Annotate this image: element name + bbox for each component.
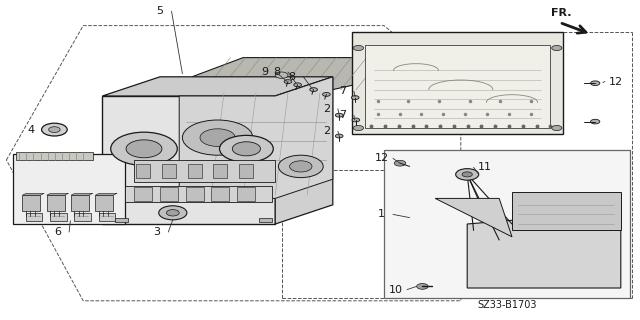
Circle shape xyxy=(394,160,406,166)
Circle shape xyxy=(462,172,472,177)
Text: 6: 6 xyxy=(54,227,61,237)
Text: FR.: FR. xyxy=(551,8,572,18)
Text: 12: 12 xyxy=(374,153,388,164)
Circle shape xyxy=(200,129,236,147)
Circle shape xyxy=(278,155,323,178)
Polygon shape xyxy=(47,193,68,195)
Bar xyxy=(162,164,176,178)
Text: 11: 11 xyxy=(478,162,492,172)
Circle shape xyxy=(323,92,330,96)
Bar xyxy=(134,187,152,201)
Polygon shape xyxy=(192,58,390,90)
Circle shape xyxy=(352,118,360,122)
Circle shape xyxy=(166,210,179,216)
Bar xyxy=(99,213,115,221)
Bar xyxy=(211,187,229,201)
Circle shape xyxy=(284,80,292,84)
Text: 2: 2 xyxy=(323,126,330,136)
Circle shape xyxy=(126,140,162,158)
Circle shape xyxy=(111,132,177,165)
Circle shape xyxy=(159,206,187,220)
Circle shape xyxy=(591,81,600,85)
Bar xyxy=(13,154,125,224)
Bar xyxy=(74,213,91,221)
Bar xyxy=(259,218,272,222)
Text: 9: 9 xyxy=(260,67,268,77)
Bar xyxy=(213,164,227,178)
Circle shape xyxy=(42,123,67,136)
Circle shape xyxy=(552,125,562,131)
Circle shape xyxy=(182,120,253,155)
Bar xyxy=(16,152,93,160)
Bar xyxy=(186,187,204,201)
Bar xyxy=(136,164,150,178)
Circle shape xyxy=(456,169,479,180)
Polygon shape xyxy=(71,193,93,195)
Polygon shape xyxy=(102,96,275,224)
Text: 4: 4 xyxy=(27,124,35,135)
Bar xyxy=(26,213,42,221)
Circle shape xyxy=(232,142,260,156)
Circle shape xyxy=(289,161,312,172)
Bar xyxy=(47,195,65,211)
Circle shape xyxy=(417,284,428,289)
Bar xyxy=(115,218,128,222)
Circle shape xyxy=(220,135,273,162)
Circle shape xyxy=(591,119,600,124)
Text: 8: 8 xyxy=(273,67,280,77)
Bar xyxy=(188,164,202,178)
Polygon shape xyxy=(95,193,117,195)
Circle shape xyxy=(335,113,343,117)
Bar xyxy=(237,187,255,201)
Text: 7: 7 xyxy=(339,110,346,120)
Circle shape xyxy=(310,88,317,92)
Bar xyxy=(71,195,89,211)
Text: 7: 7 xyxy=(339,86,346,96)
Circle shape xyxy=(353,125,364,131)
Bar xyxy=(22,195,40,211)
Text: 3: 3 xyxy=(154,227,160,237)
Text: SZ33-B1703: SZ33-B1703 xyxy=(478,300,537,310)
Bar xyxy=(160,187,178,201)
Bar xyxy=(134,160,275,182)
Bar xyxy=(365,45,550,128)
Polygon shape xyxy=(435,198,512,237)
Text: 5: 5 xyxy=(157,6,163,16)
Polygon shape xyxy=(275,77,333,224)
Bar xyxy=(125,186,272,202)
Circle shape xyxy=(275,72,288,78)
Polygon shape xyxy=(467,218,621,288)
Circle shape xyxy=(49,127,60,132)
Bar xyxy=(50,213,67,221)
Polygon shape xyxy=(352,32,563,134)
Circle shape xyxy=(353,45,364,51)
Text: 1: 1 xyxy=(378,209,385,220)
Text: 8: 8 xyxy=(288,72,296,82)
Text: 2: 2 xyxy=(323,104,330,114)
Bar xyxy=(239,164,253,178)
Circle shape xyxy=(552,45,562,51)
Circle shape xyxy=(335,134,343,138)
Polygon shape xyxy=(22,193,44,195)
Polygon shape xyxy=(102,77,333,96)
Bar xyxy=(384,150,630,298)
Text: 12: 12 xyxy=(609,76,623,87)
Circle shape xyxy=(294,83,301,87)
Polygon shape xyxy=(512,192,621,230)
Circle shape xyxy=(351,96,359,100)
Text: 10: 10 xyxy=(388,284,403,295)
Bar xyxy=(95,195,113,211)
Polygon shape xyxy=(179,77,333,198)
